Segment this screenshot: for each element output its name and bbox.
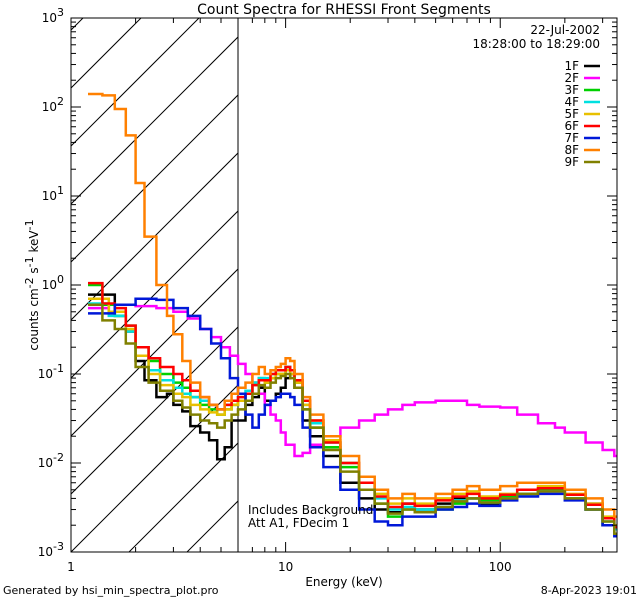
axis-ticks <box>70 17 617 553</box>
hatch-line <box>71 210 239 379</box>
legend-label-2F: 2F <box>564 71 579 85</box>
hatch-line <box>535 18 640 552</box>
y-tick-label: 10-3 <box>38 540 64 559</box>
legend-label-8F: 8F <box>564 143 579 157</box>
y-axis-label-end: keV <box>27 230 41 257</box>
hatch-line <box>361 18 640 552</box>
y-tick-label: 10-2 <box>38 451 64 470</box>
hatch-line <box>419 18 640 552</box>
series-line-8F <box>88 92 617 518</box>
x-tick-label: 100 <box>489 560 512 574</box>
y-axis-label-main: counts cm <box>27 288 41 350</box>
series-line-6F <box>88 281 617 529</box>
hatch-line <box>71 152 239 321</box>
hatch-line <box>0 18 25 552</box>
y-axis-label-exp-2: -1 <box>23 256 36 267</box>
hatch-line <box>245 18 640 552</box>
y-tick-label: 103 <box>42 6 64 25</box>
hatch-line <box>71 18 200 147</box>
date-label: 22-Jul-2002 <box>530 23 600 37</box>
x-axis-label: Energy (keV) <box>305 575 382 589</box>
footer-generated-by: Generated by hsi_min_spectra_plot.pro <box>3 584 219 597</box>
legend-label-4F: 4F <box>564 95 579 109</box>
x-tick-labels: 1 10 100 <box>67 560 512 574</box>
y-tick-label: 10-1 <box>38 362 64 381</box>
time-range-label: 18:28:00 to 18:29:00 <box>473 37 600 51</box>
y-tick-label: 102 <box>42 95 64 114</box>
legend-label-3F: 3F <box>564 83 579 97</box>
legend-label-7F: 7F <box>564 131 579 145</box>
annotation-attenuator: Att A1, FDecim 1 <box>248 516 349 530</box>
y-tick-label: 101 <box>42 184 64 203</box>
footer-timestamp: 8-Apr-2023 19:01 <box>541 584 637 597</box>
series-group <box>88 92 617 538</box>
annotation-background: Includes Background <box>248 503 373 517</box>
y-tick-label: 100 <box>42 273 64 292</box>
y-tick-labels: 10-3 10-2 10-1 100 101 102 103 <box>38 6 64 559</box>
x-tick-label: 10 <box>278 560 293 574</box>
hatch-line <box>71 94 239 263</box>
hatch-line <box>71 384 239 552</box>
legend-label-9F: 9F <box>564 155 579 169</box>
hatch-line <box>71 326 239 495</box>
legend-label-1F: 1F <box>564 59 579 73</box>
hatch-line <box>71 36 239 205</box>
series-line-9F <box>88 303 617 536</box>
y-axis-label-exp-1: -2 <box>23 277 36 288</box>
hatch-line <box>71 268 239 437</box>
y-axis-label: counts cm-2 s-1 keV-1 <box>23 219 41 350</box>
hatch-line <box>128 442 239 552</box>
legend-label-5F: 5F <box>564 107 579 121</box>
chart-title: Count Spectra for RHESSI Front Segments <box>197 2 491 18</box>
x-tick-label: 1 <box>67 560 75 574</box>
y-axis-label-exp-3: -1 <box>23 219 36 230</box>
y-axis-label-mid: s <box>27 267 41 277</box>
legend-label-6F: 6F <box>564 119 579 133</box>
